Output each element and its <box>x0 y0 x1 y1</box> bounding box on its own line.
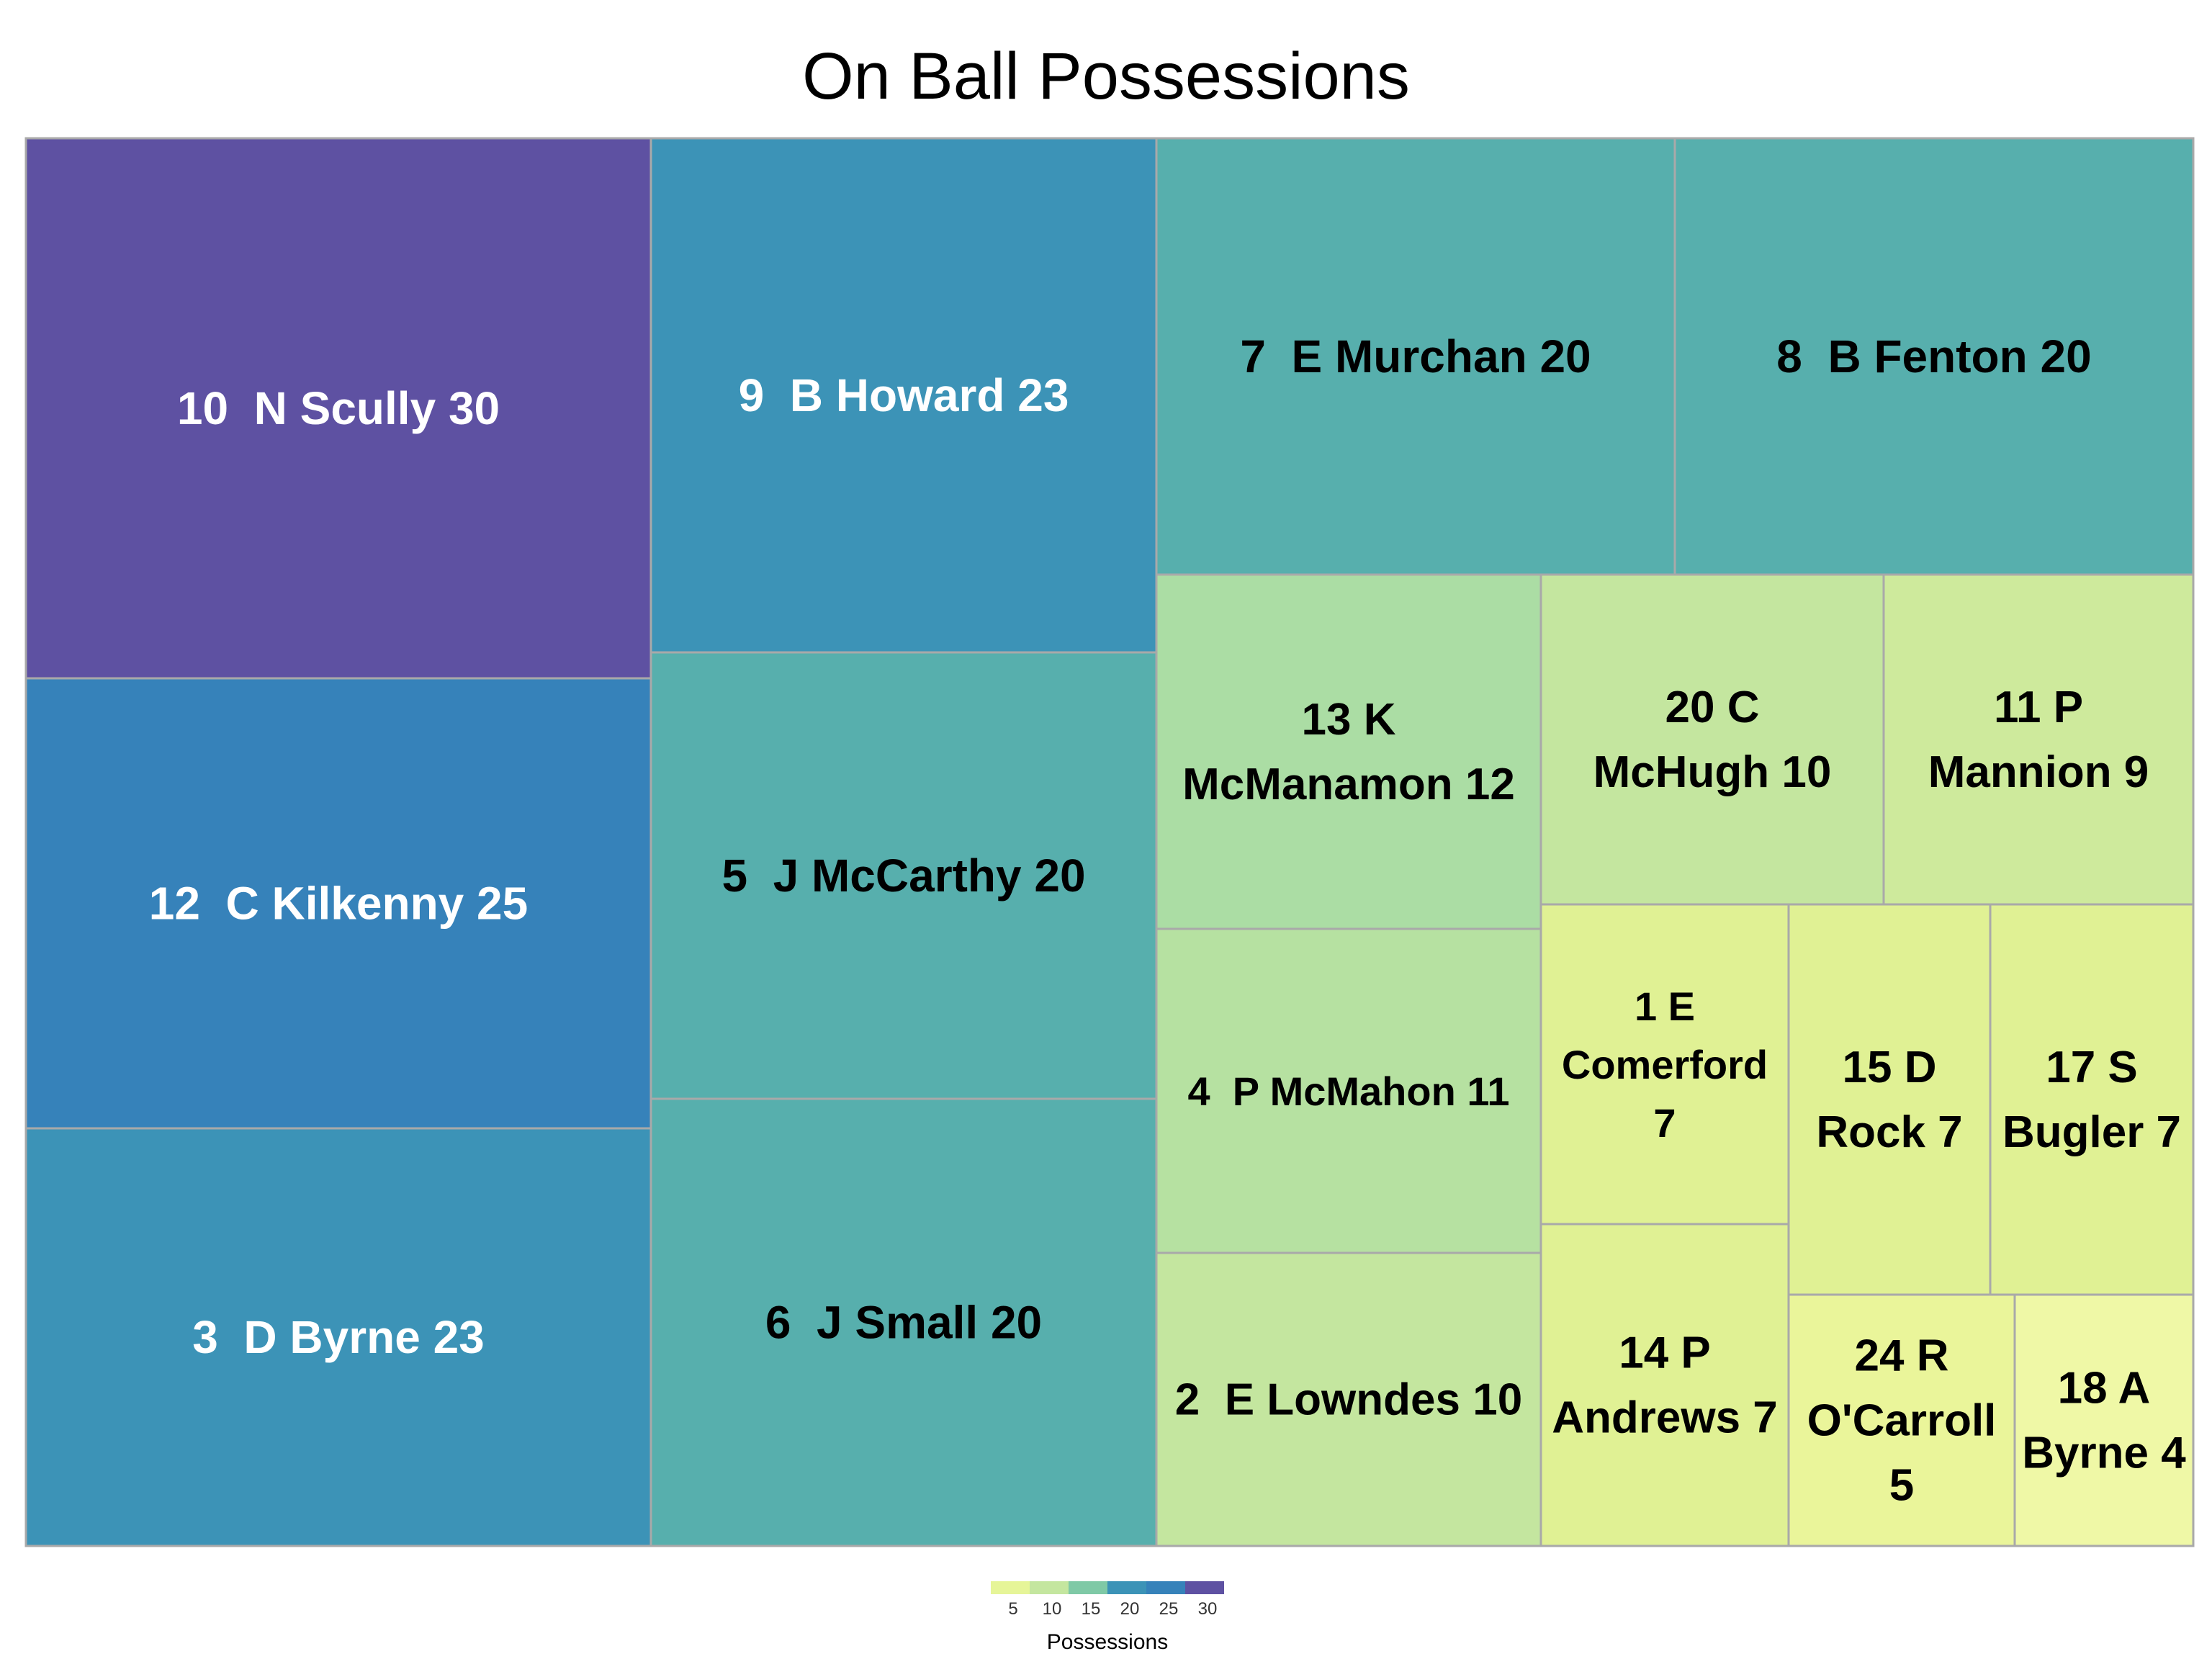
treemap-cell-rect <box>1882 573 2195 906</box>
treemap-cell-label: 12 C Kilkenny 25 <box>149 878 528 930</box>
treemap-cell: 4 P McMahon 11 <box>1155 927 1542 1254</box>
treemap-cell-rect <box>1155 927 1542 1254</box>
treemap-cell-rect <box>1155 1251 1542 1547</box>
legend-tick-label: 10 <box>1043 1599 1062 1619</box>
treemap-cell: 13 K McManamon 12 <box>1155 573 1542 930</box>
treemap-cell-rect <box>1539 1223 1790 1547</box>
legend-tick-label: 15 <box>1082 1599 1101 1619</box>
legend-swatch <box>1107 1581 1146 1594</box>
treemap-cell: 14 P Andrews 7 <box>1539 1223 1790 1547</box>
legend-swatch <box>1069 1581 1107 1594</box>
treemap-cell-label: 3 D Byrne 23 <box>192 1311 485 1363</box>
treemap-cell: 5 J McCarthy 20 <box>649 651 1158 1100</box>
treemap-cell-label: 20 C McHugh 10 <box>1593 683 1832 797</box>
treemap-cell-rect <box>1155 573 1542 930</box>
treemap-cell-rect <box>1539 903 1790 1226</box>
treemap-cell-label: 2 E Lowndes 10 <box>1175 1375 1522 1424</box>
treemap-cell-label: 5 J McCarthy 20 <box>721 850 1085 902</box>
treemap-cell-label: 9 B Howard 23 <box>739 369 1069 421</box>
treemap-cell-rect <box>24 137 652 680</box>
treemap-cell-label: 1 E Comerford 7 <box>1562 983 1768 1145</box>
treemap-cell-label: 10 N Scully 30 <box>177 382 500 434</box>
legend-swatch <box>1146 1581 1185 1594</box>
treemap-cell-label: 4 P McMahon 11 <box>1187 1069 1509 1114</box>
treemap-cell: 6 J Small 20 <box>649 1097 1158 1547</box>
treemap-cell-label: 11 P Mannion 9 <box>1928 683 2149 797</box>
treemap-cell-rect <box>1989 903 2195 1296</box>
treemap-cell-rect <box>649 137 1158 654</box>
treemap-cell-rect <box>1787 1293 2016 1547</box>
legend-title: Possessions <box>1047 1630 1168 1654</box>
chart-title: On Ball Possessions <box>802 40 1410 113</box>
legend-swatch <box>1030 1581 1069 1594</box>
treemap-cell-rect <box>1539 573 1885 906</box>
legend-swatch <box>991 1581 1030 1594</box>
treemap-cell: 17 S Bugler 7 <box>1989 903 2195 1296</box>
treemap-cell-rect <box>2013 1293 2195 1547</box>
treemap-cell-label: 6 J Small 20 <box>765 1297 1042 1349</box>
treemap-cell-rect <box>1155 137 1676 576</box>
treemap-cell-label: 8 B Fenton 20 <box>1776 331 2091 382</box>
legend-tick-label: 30 <box>1198 1599 1218 1619</box>
legend-swatch <box>1185 1581 1224 1594</box>
treemap-cell: 2 E Lowndes 10 <box>1155 1251 1542 1547</box>
treemap-cell: 3 D Byrne 23 <box>24 1127 652 1547</box>
treemap-cell-label: 18 A Byrne 4 <box>2022 1363 2186 1478</box>
treemap-cell: 7 E Murchan 20 <box>1155 137 1676 576</box>
treemap-cell: 1 E Comerford 7 <box>1539 903 1790 1226</box>
treemap-cell: 24 R O'Carroll 5 <box>1787 1293 2016 1547</box>
legend-tick-label: 20 <box>1120 1599 1140 1619</box>
legend-tick-label: 25 <box>1159 1599 1179 1619</box>
treemap-cell: 15 D Rock 7 <box>1787 903 1992 1296</box>
treemap-cell: 20 C McHugh 10 <box>1539 573 1885 906</box>
treemap-cell: 10 N Scully 30 <box>24 137 652 680</box>
treemap-cell: 12 C Kilkenny 25 <box>24 677 652 1130</box>
treemap-cell-rect <box>649 1097 1158 1547</box>
treemap-cell-label: 14 P Andrews 7 <box>1552 1328 1778 1442</box>
treemap-cell: 11 P Mannion 9 <box>1882 573 2195 906</box>
treemap-cell-rect <box>1673 137 2195 576</box>
treemap-cell-rect <box>24 677 652 1130</box>
treemap-cell-label: 15 D Rock 7 <box>1816 1043 1962 1157</box>
treemap-cell: 18 A Byrne 4 <box>2013 1293 2195 1547</box>
treemap-cell-label: 13 K McManamon 12 <box>1182 695 1515 809</box>
legend: 5 10 15 20 25 30 Possessions <box>991 1581 1224 1654</box>
treemap-cell-rect <box>24 1127 652 1547</box>
treemap-cell: 8 B Fenton 20 <box>1673 137 2195 576</box>
treemap-cell: 9 B Howard 23 <box>649 137 1158 654</box>
legend-tick-label: 5 <box>1008 1599 1017 1619</box>
treemap-cell-rect <box>1787 903 1992 1296</box>
treemap-cell-label: 24 R O'Carroll 5 <box>1807 1331 1997 1510</box>
treemap-cell-label: 7 E Murchan 20 <box>1240 331 1591 382</box>
treemap-cell-label: 17 S Bugler 7 <box>2002 1043 2181 1157</box>
